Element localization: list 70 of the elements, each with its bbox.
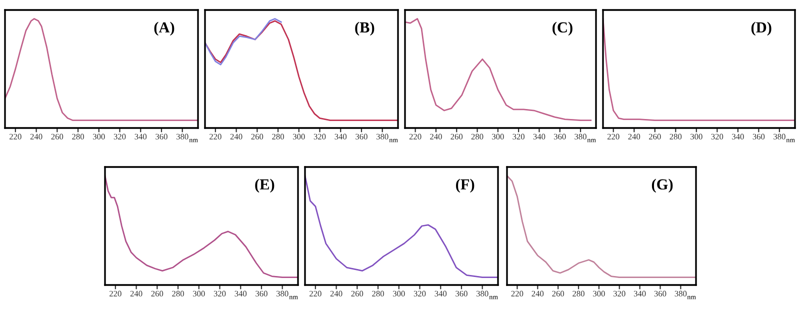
x-tick-label: 240 bbox=[130, 290, 142, 296]
x-tick-label: 300 bbox=[492, 134, 504, 140]
chart-title: (G) bbox=[652, 178, 673, 193]
x-tick-label: 260 bbox=[450, 134, 463, 140]
x-tick-label: 340 bbox=[334, 134, 347, 140]
x-tick-label: 240 bbox=[330, 290, 342, 296]
x-tick-label: 240 bbox=[628, 134, 640, 140]
x-tick-label: 300 bbox=[293, 134, 305, 140]
x-tick-label: 340 bbox=[533, 134, 546, 140]
x-tick-label: 220 bbox=[607, 134, 620, 140]
x-tick-label: 280 bbox=[172, 290, 184, 296]
x-tick-label: 360 bbox=[256, 290, 268, 296]
x-tick-label: 220 bbox=[10, 134, 22, 140]
x-tick-label: 340 bbox=[732, 134, 744, 140]
chart-title: (A) bbox=[154, 22, 174, 36]
x-tick-label: 380 bbox=[176, 134, 188, 140]
x-tick-label: 220 bbox=[210, 134, 222, 140]
x-tick-label: 260 bbox=[151, 290, 164, 296]
x-tick-label: 280 bbox=[72, 134, 84, 140]
x-tick-label: 320 bbox=[314, 134, 326, 140]
chart-title: (B) bbox=[355, 22, 374, 36]
chart-title: (C) bbox=[552, 22, 572, 36]
x-tick-label: 220 bbox=[110, 290, 122, 296]
x-tick-label: 320 bbox=[512, 134, 524, 140]
x-tick-label: 220 bbox=[511, 290, 524, 296]
x-tick-label: 260 bbox=[251, 134, 264, 140]
x-tick-label: 320 bbox=[414, 290, 426, 296]
x-tick-label: 380 bbox=[476, 290, 488, 296]
x-tick-label: 300 bbox=[690, 134, 702, 140]
x-tick-label: 320 bbox=[114, 134, 126, 140]
x-tick-label: 240 bbox=[30, 134, 42, 140]
x-tick-label: 260 bbox=[649, 134, 661, 140]
x-tick-label: 380 bbox=[674, 290, 687, 296]
x-tick-label: 340 bbox=[634, 290, 646, 296]
x-tick-label: 280 bbox=[372, 290, 384, 296]
chart-title: (D) bbox=[751, 22, 772, 36]
x-tick-label: 300 bbox=[93, 134, 105, 140]
x-tick-label: 340 bbox=[434, 290, 447, 296]
x-tick-label: 360 bbox=[156, 134, 168, 140]
x-tick-label: 360 bbox=[752, 134, 765, 140]
x-tick-label: 300 bbox=[393, 290, 405, 296]
x-tick-label: 300 bbox=[193, 290, 205, 296]
x-tick-label: 360 bbox=[654, 290, 666, 296]
x-tick-label: 340 bbox=[134, 134, 147, 140]
x-tick-label: 320 bbox=[711, 134, 724, 140]
chart-title: (F) bbox=[456, 178, 474, 193]
x-tick-label: 380 bbox=[376, 134, 388, 140]
x-tick-label: 360 bbox=[356, 134, 368, 140]
x-tick-label: 240 bbox=[430, 134, 442, 140]
x-tick-label: 380 bbox=[774, 134, 786, 140]
x-tick-label: 320 bbox=[214, 290, 226, 296]
x-tick-label: 380 bbox=[276, 290, 288, 296]
x-tick-label: 260 bbox=[51, 134, 64, 140]
x-tick-label: 240 bbox=[230, 134, 242, 140]
x-tick-label: 320 bbox=[614, 290, 626, 296]
x-tick-label: 240 bbox=[532, 290, 544, 296]
x-tick-label: 260 bbox=[552, 290, 564, 296]
x-tick-label: 280 bbox=[572, 290, 584, 296]
x-tick-label: 340 bbox=[234, 290, 247, 296]
x-tick-label: 360 bbox=[456, 290, 468, 296]
x-tick-label: 380 bbox=[574, 134, 586, 140]
x-tick-label: 220 bbox=[409, 134, 422, 140]
x-tick-label: 300 bbox=[593, 290, 605, 296]
x-tick-label: 260 bbox=[351, 290, 364, 296]
x-tick-label: 360 bbox=[554, 134, 566, 140]
x-tick-label: 280 bbox=[471, 134, 484, 140]
x-tick-label: 280 bbox=[272, 134, 284, 140]
x-tick-label: 220 bbox=[310, 290, 322, 296]
x-tick-label: 280 bbox=[670, 134, 682, 140]
chart-title: (E) bbox=[255, 178, 274, 193]
